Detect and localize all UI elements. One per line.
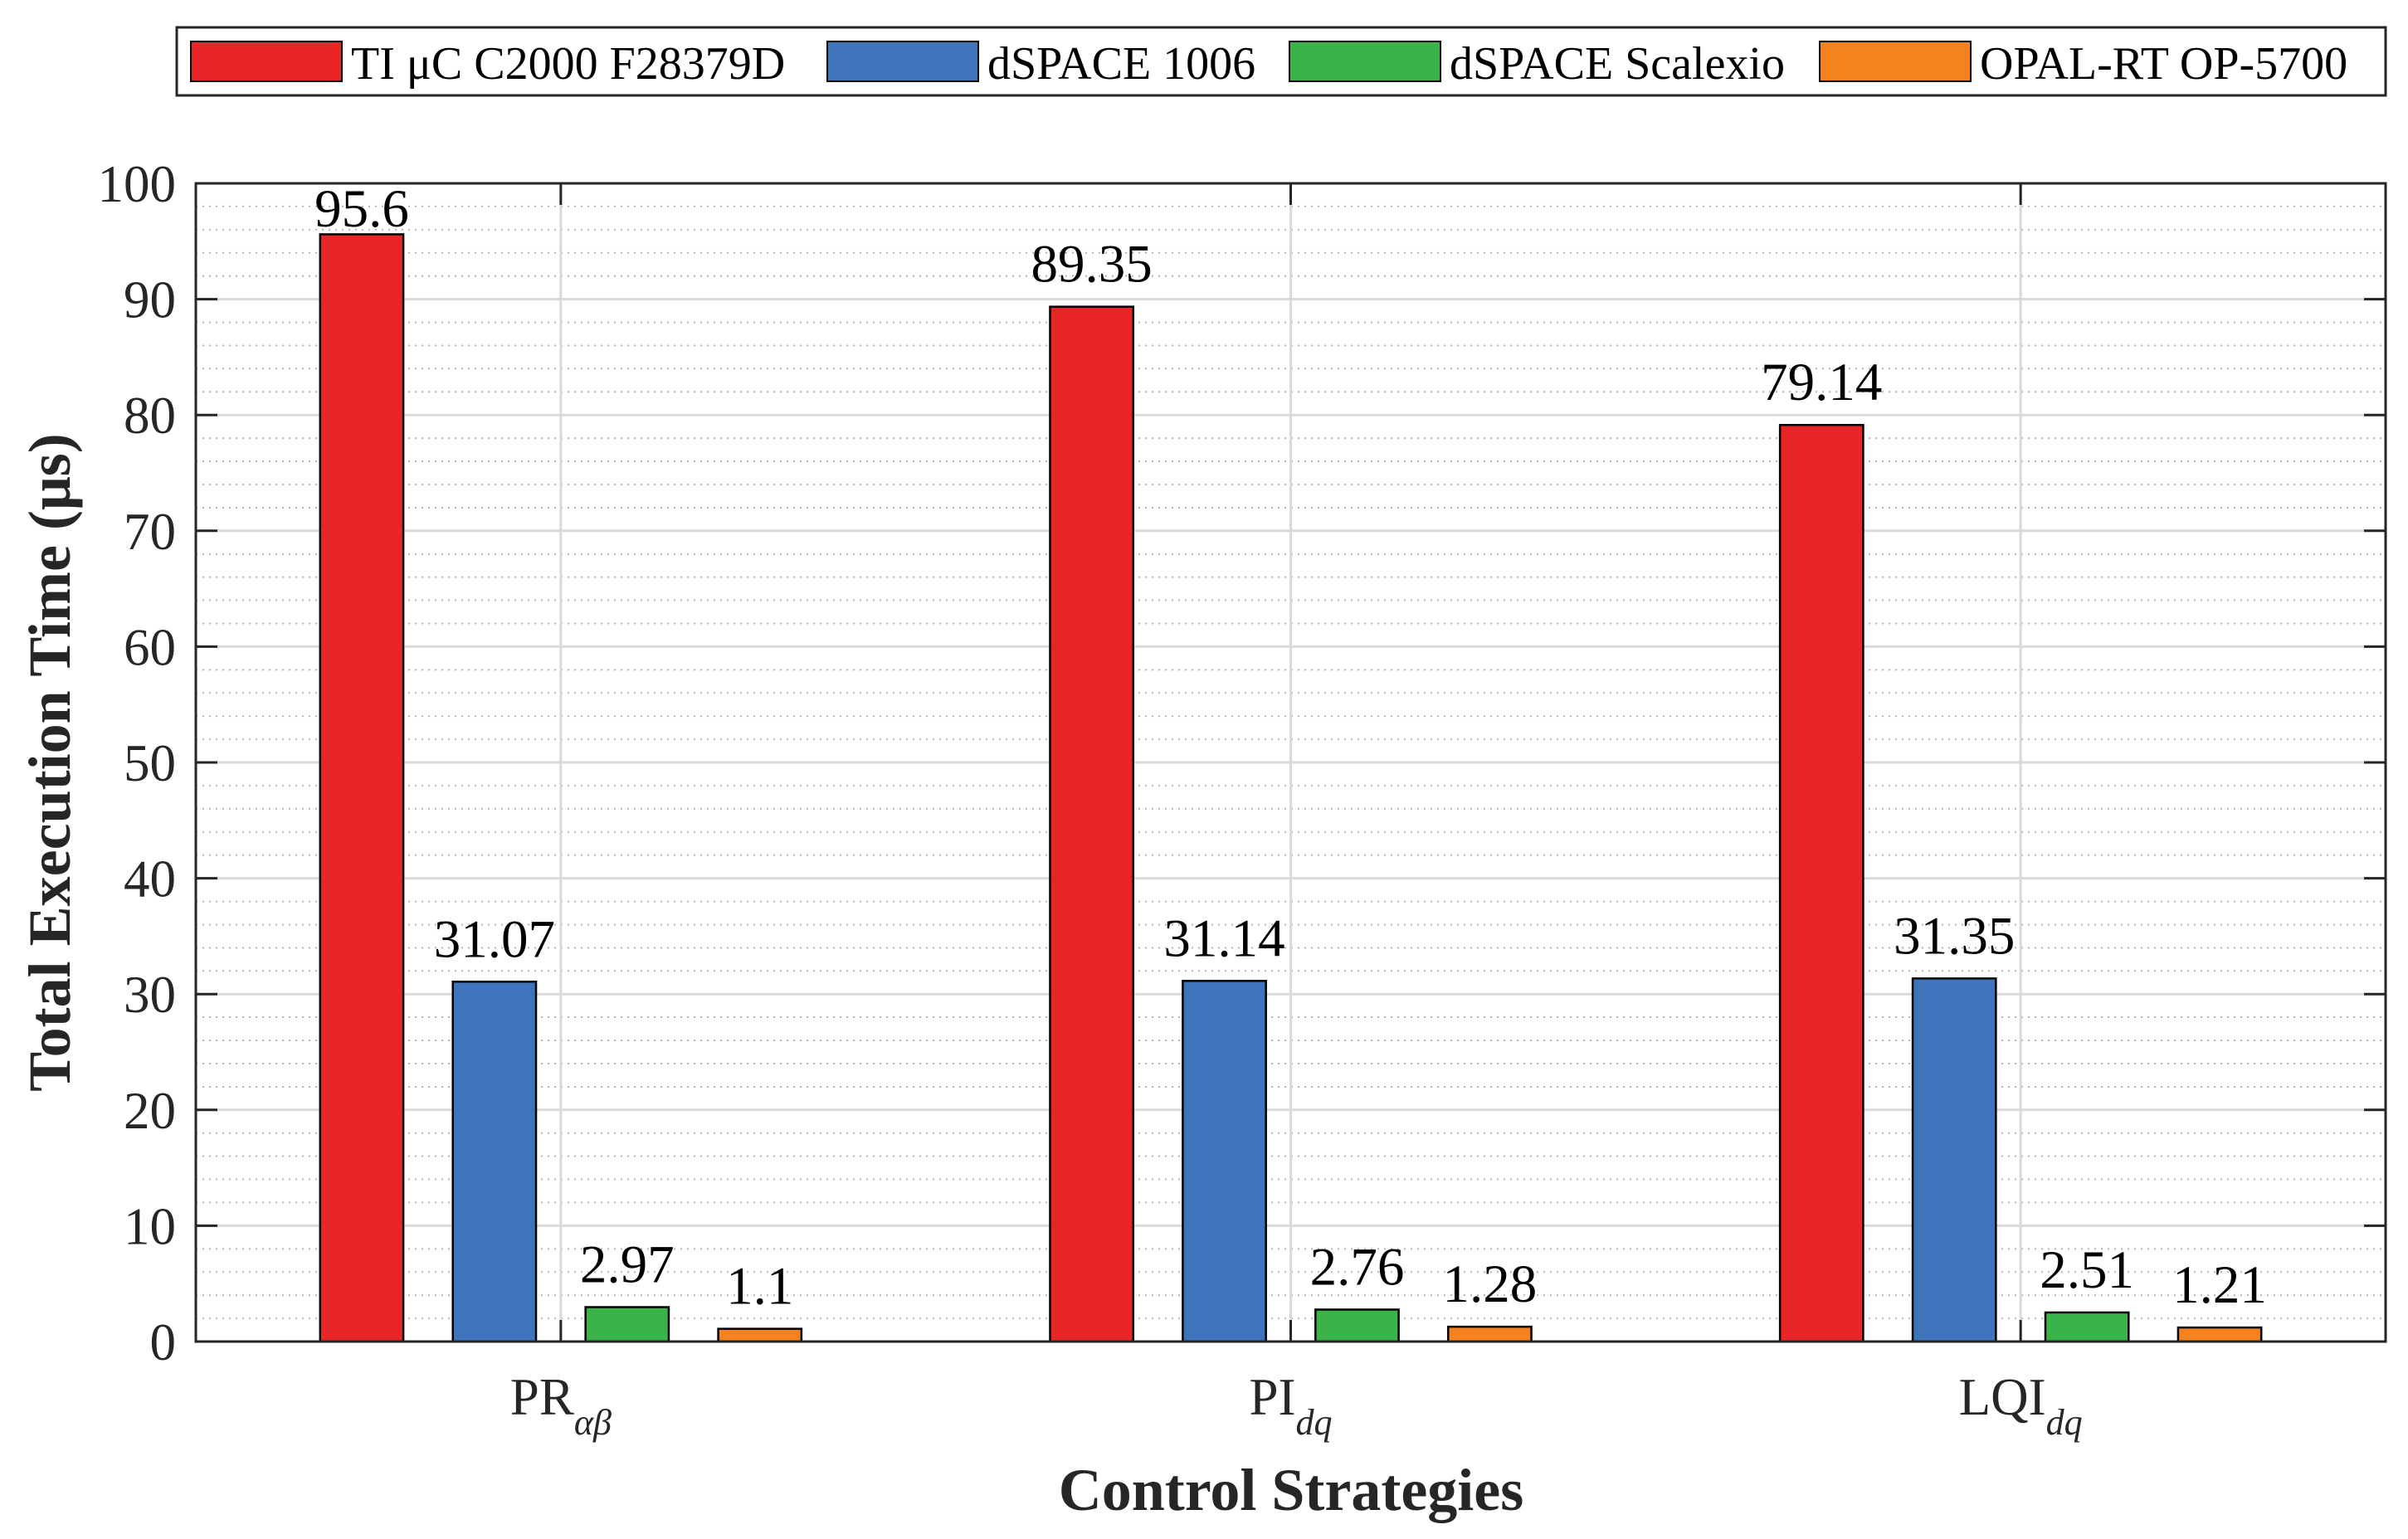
x-tick-label-1: PRαβ [510, 1368, 612, 1443]
legend-swatch-3 [1289, 41, 1441, 82]
bars [319, 233, 2263, 1343]
bar-series-2-category-1 [451, 981, 538, 1343]
y-tick-label-100: 100 [98, 155, 177, 213]
legend-entry-2: dSPACE 1006 [826, 38, 1255, 90]
legend-swatch-4 [1819, 41, 1972, 82]
y-tick-label-70: 70 [124, 503, 176, 561]
plot-area: 95.6 89.35 79.14 31.07 31.14 31.35 2.97 2.76 2.5… [194, 179, 2387, 1343]
x-axis-label: Control Strategies [1059, 1457, 1524, 1523]
legend-swatch-2 [826, 41, 979, 82]
data-label-series-2-category-3: 31.35 [1894, 906, 2015, 966]
data-label-series-4-category-2: 1.28 [1443, 1254, 1538, 1314]
tick-marks [196, 183, 2386, 1342]
legend-box [175, 26, 2387, 97]
legend-entry-3: dSPACE Scalexio [1289, 38, 1785, 90]
data-label-series-3-category-2: 2.76 [1310, 1237, 1405, 1297]
bar-series-4-category-1 [717, 1327, 803, 1343]
bar-series-3-category-2 [1314, 1308, 1400, 1343]
data-labels: 95.6 89.35 79.14 31.07 31.14 31.35 2.97 2.76 2.5… [314, 179, 2267, 1317]
y-tick-label-10: 10 [124, 1197, 176, 1255]
y-tick-label-30: 30 [124, 966, 176, 1024]
data-label-series-4-category-1: 1.1 [726, 1257, 793, 1317]
y-tick-label-80: 80 [124, 387, 176, 445]
x-tick-label-main: PR [510, 1368, 574, 1426]
y-tick-label-50: 50 [124, 734, 176, 792]
bar-series-2-category-2 [1182, 980, 1267, 1343]
x-tick-label-3: LQIdq [1959, 1368, 2083, 1443]
data-label-series-2-category-2: 31.14 [1163, 908, 1284, 968]
data-label-series-3-category-1: 2.97 [580, 1235, 675, 1295]
y-tick-label-40: 40 [124, 850, 176, 908]
bar-series-4-category-2 [1446, 1325, 1533, 1343]
bar-series-1-category-3 [1778, 423, 1864, 1343]
bar-series-4-category-3 [2176, 1326, 2263, 1343]
y-tick-label-60: 60 [124, 618, 176, 676]
bar-series-1-category-1 [319, 233, 405, 1343]
data-label-series-1-category-2: 89.35 [1031, 235, 1152, 295]
legend-swatch-1 [190, 41, 343, 82]
x-tick-label-2: PIdq [1249, 1368, 1332, 1443]
y-tick-label-20: 20 [124, 1082, 176, 1140]
bar-series-1-category-2 [1049, 305, 1135, 1343]
y-axis-label: Total Execution Time (μs) [17, 433, 83, 1092]
legend: TI μC C2000 F28379D dSPACE 1006 dSPACE Sca… [175, 26, 2387, 97]
bar-series-3-category-1 [584, 1306, 670, 1343]
data-label-series-4-category-3: 1.21 [2172, 1255, 2267, 1315]
x-tick-labels: PRαβ PIdq LQIdq [510, 1368, 2083, 1443]
x-tick-label-main: PI [1249, 1368, 1295, 1426]
data-label-series-1-category-1: 95.6 [314, 179, 409, 239]
legend-label-4: OPAL-RT OP-5700 [1980, 38, 2347, 90]
y-tick-label-90: 90 [124, 271, 176, 329]
x-tick-label-subscript: dq [1296, 1402, 1333, 1443]
x-tick-label-subscript: dq [2046, 1402, 2083, 1443]
y-tick-label-0: 0 [150, 1313, 177, 1371]
bar-series-3-category-3 [2044, 1311, 2130, 1343]
y-tick-labels: 0 10 20 30 40 50 60 70 80 90 100 [98, 155, 177, 1371]
data-label-series-1-category-3: 79.14 [1761, 353, 1882, 412]
data-label-series-3-category-3: 2.51 [2040, 1240, 2134, 1300]
data-label-series-2-category-1: 31.07 [434, 909, 555, 969]
legend-label-3: dSPACE Scalexio [1450, 38, 1785, 90]
x-tick-label-main: LQI [1959, 1368, 2046, 1426]
legend-label-2: dSPACE 1006 [987, 38, 1255, 90]
x-tick-label-subscript: αβ [574, 1402, 612, 1443]
legend-entry-4: OPAL-RT OP-5700 [1819, 38, 2347, 90]
legend-label-1: TI μC C2000 F28379D [351, 38, 785, 90]
major-grid [196, 183, 2386, 1342]
legend-entry-1: TI μC C2000 F28379D [190, 38, 785, 90]
bar-series-2-category-3 [1911, 977, 1997, 1343]
